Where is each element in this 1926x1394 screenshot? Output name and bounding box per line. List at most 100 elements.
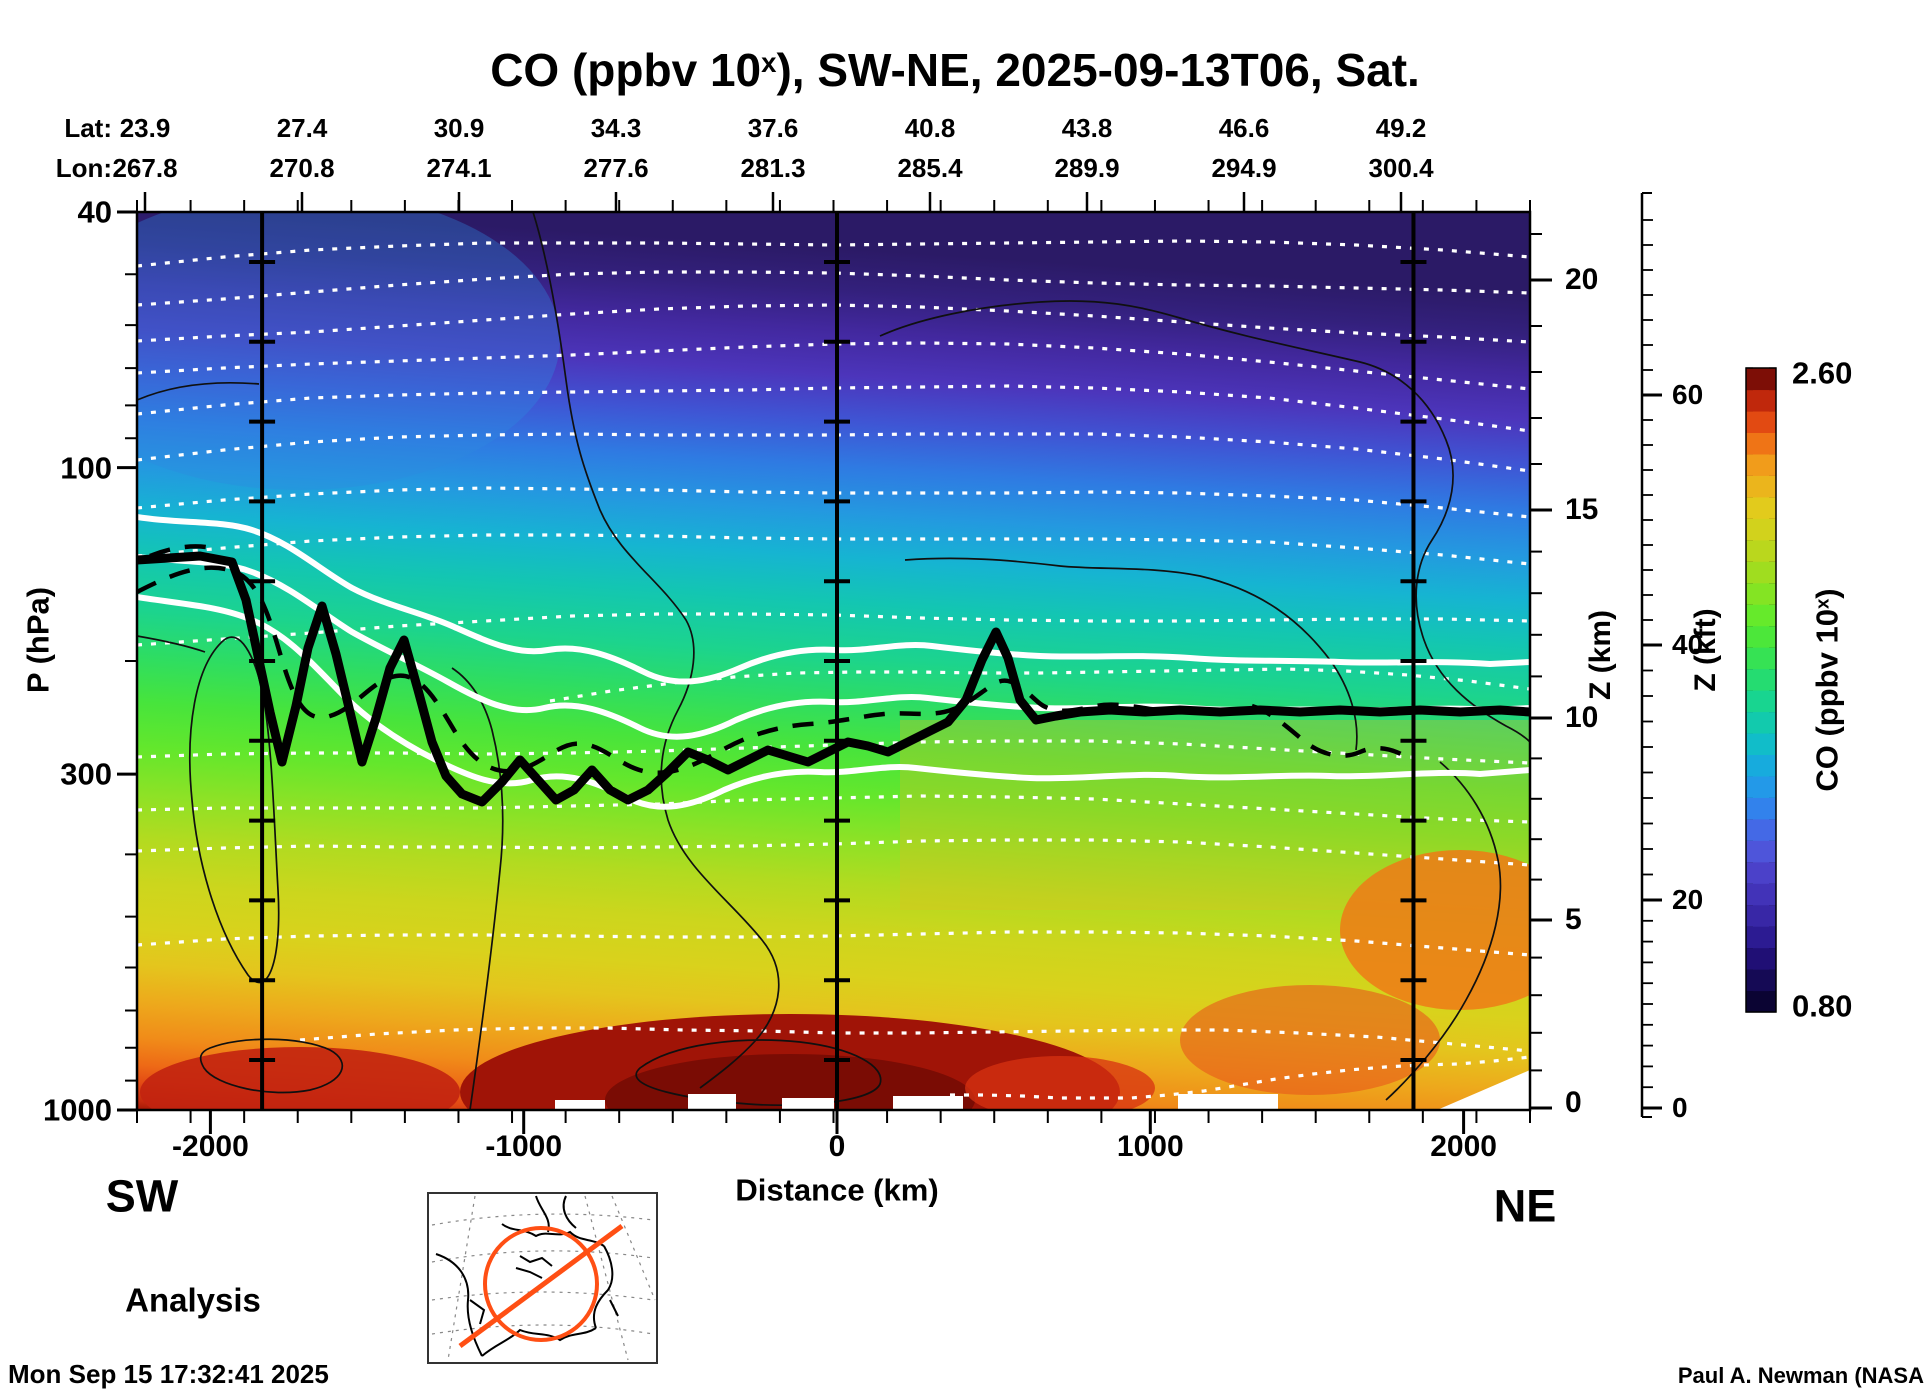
distance-tick-label: -2000 xyxy=(172,1130,249,1163)
distance-tick-label: 0 xyxy=(828,1130,846,1163)
colorbar-segment xyxy=(1746,389,1776,412)
distance-tick-label: 2000 xyxy=(1430,1130,1497,1163)
coastline xyxy=(501,1223,605,1247)
colorbar-segment xyxy=(1746,475,1776,498)
theta-contour xyxy=(137,612,1530,647)
lon-value: 289.9 xyxy=(1054,153,1120,183)
colorbar-segment xyxy=(1746,410,1776,433)
pressure-tick-label: 40 xyxy=(77,194,112,230)
colorbar-segment xyxy=(1746,539,1776,562)
lat-value: 34.3 xyxy=(590,113,642,143)
lon-value: 300.4 xyxy=(1368,153,1434,183)
zkm-tick-label: 10 xyxy=(1565,701,1599,734)
colorbar-segment xyxy=(1746,711,1776,734)
colorbar-max-label: 2.60 xyxy=(1792,355,1853,391)
lat-row-label: Lat: xyxy=(64,113,112,143)
lat-value: 23.9 xyxy=(119,113,171,143)
map-range-circle xyxy=(483,1226,599,1342)
coastline xyxy=(481,1327,597,1357)
colorbar-segment xyxy=(1746,883,1776,906)
wind-contour xyxy=(137,381,260,401)
colorbar-segment xyxy=(1746,668,1776,691)
colorbar-segment xyxy=(1746,453,1776,476)
colorbar-segment xyxy=(1746,604,1776,627)
colorbar-segment xyxy=(1746,754,1776,777)
lon-value: 274.1 xyxy=(426,153,492,183)
distance-tick-label: -1000 xyxy=(485,1130,563,1163)
theta-contour xyxy=(137,432,1530,473)
analysis-label: Analysis xyxy=(125,1281,261,1319)
wind-contour xyxy=(904,557,1358,751)
colorbar-segment xyxy=(1746,818,1776,841)
map-transect-line xyxy=(458,1223,624,1349)
zkm-tick-label: 0 xyxy=(1565,1086,1582,1119)
colorbar-segment xyxy=(1746,990,1776,1013)
pressure-tick-label: 1000 xyxy=(43,1092,112,1128)
coastline xyxy=(435,1253,483,1357)
ne-corner-label: NE xyxy=(1493,1180,1557,1232)
pressure-tick-label: 300 xyxy=(60,756,112,792)
colorbar-segment xyxy=(1746,775,1776,798)
lat-value: 30.9 xyxy=(433,113,485,143)
title-pre: CO (ppbv 10 xyxy=(490,44,762,96)
coastline xyxy=(469,1299,619,1325)
colorbar-title-sup: x xyxy=(1811,598,1833,610)
theta-contour xyxy=(137,270,1530,307)
colorbar-segment xyxy=(1746,432,1776,455)
lat-value: 43.8 xyxy=(1061,113,1113,143)
lon-value: 285.4 xyxy=(897,153,963,183)
epv-contour xyxy=(1251,703,1410,760)
graticule-line xyxy=(431,1324,654,1335)
theta-contour xyxy=(549,667,1530,703)
zkm-tick-label: 15 xyxy=(1565,493,1599,526)
theta-contour xyxy=(137,341,1530,391)
colorbar-segment xyxy=(1746,690,1776,713)
zkm-tick-label: 20 xyxy=(1565,263,1599,296)
pressure-axis-title: P (hPa) xyxy=(20,586,56,694)
zkft-tick-label: 60 xyxy=(1672,379,1704,410)
distance-tick-label: 1000 xyxy=(1116,1130,1184,1163)
colorbar-segment xyxy=(1746,732,1776,755)
graticule-line xyxy=(447,1195,476,1361)
sw-corner-label: SW xyxy=(105,1170,179,1222)
tropopause-line xyxy=(137,551,1530,807)
coastline xyxy=(515,1255,553,1279)
colorbar-segment xyxy=(1746,518,1776,541)
location-inset-map xyxy=(427,1192,658,1364)
zkft-tick-label: 0 xyxy=(1672,1092,1688,1123)
colorbar-title-pre: CO (ppbv 10 xyxy=(1809,609,1845,792)
colorbar-segment xyxy=(1746,647,1776,670)
lon-value: 277.6 xyxy=(583,153,649,183)
epv-contour xyxy=(149,544,213,559)
colorbar-segment xyxy=(1746,561,1776,584)
zkm-tick-label: 5 xyxy=(1565,903,1582,936)
colorbar-segment xyxy=(1746,840,1776,863)
page-title: CO (ppbv 10x), SW-NE, 2025-09-13T06, Sat… xyxy=(490,47,1420,93)
lon-value: 270.8 xyxy=(269,153,335,183)
lat-value: 46.6 xyxy=(1218,113,1270,143)
coastline xyxy=(592,1245,614,1329)
theta-contour xyxy=(137,384,1530,433)
graticule-line xyxy=(431,1250,654,1263)
lon-value: 281.3 xyxy=(740,153,806,183)
colorbar-segment xyxy=(1746,861,1776,884)
colorbar-segment xyxy=(1746,625,1776,648)
pressure-tick-label: 100 xyxy=(60,450,112,486)
theta-contour xyxy=(137,303,1530,344)
colorbar-segment xyxy=(1746,797,1776,820)
lat-value: 49.2 xyxy=(1375,113,1427,143)
zkft-tick-label: 40 xyxy=(1672,629,1704,660)
wind-contour xyxy=(199,1038,344,1094)
wind-contour xyxy=(879,300,1530,743)
title-sup: x xyxy=(761,47,777,79)
colorbar-segment xyxy=(1746,904,1776,927)
colorbar-segment xyxy=(1746,368,1776,391)
colorbar-segment xyxy=(1746,969,1776,992)
colorbar-segment xyxy=(1746,926,1776,949)
colorbar-min-label: 0.80 xyxy=(1792,988,1853,1024)
lon-row-label: Lon: xyxy=(55,153,112,183)
graticule-line xyxy=(431,1291,654,1301)
lat-value: 27.4 xyxy=(276,113,328,143)
colorbar-segment xyxy=(1746,496,1776,519)
